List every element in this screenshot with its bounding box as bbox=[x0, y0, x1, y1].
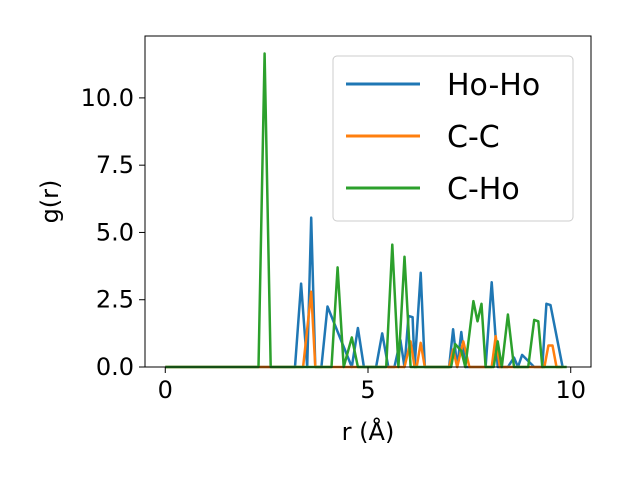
legend-label-c-c: C-C bbox=[447, 120, 500, 155]
y-tick-label: 5.0 bbox=[96, 218, 134, 246]
x-axis-label: r (Å) bbox=[342, 417, 395, 446]
legend-label-c-ho: C-Ho bbox=[447, 172, 520, 207]
y-tick-label: 2.5 bbox=[96, 286, 134, 314]
x-tick-label: 0 bbox=[158, 376, 173, 404]
y-axis-label: g(r) bbox=[36, 180, 64, 224]
y-tick-label: 0.0 bbox=[96, 353, 134, 381]
legend: Ho-Ho C-C C-Ho bbox=[332, 55, 574, 222]
axes-layer: 0 5 10 0.0 2.5 5.0 7.5 10.0 r (Å) g(r) bbox=[36, 35, 592, 446]
series-line-ho-ho bbox=[165, 216, 564, 369]
series-line-c-ho bbox=[165, 52, 567, 369]
y-tick-label: 10.0 bbox=[81, 84, 134, 112]
legend-box bbox=[332, 55, 574, 222]
x-tick-label: 10 bbox=[555, 376, 586, 404]
x-tick-label: 5 bbox=[360, 376, 375, 404]
y-tick-label: 7.5 bbox=[96, 151, 134, 179]
legend-label-ho-ho: Ho-Ho bbox=[447, 68, 540, 103]
